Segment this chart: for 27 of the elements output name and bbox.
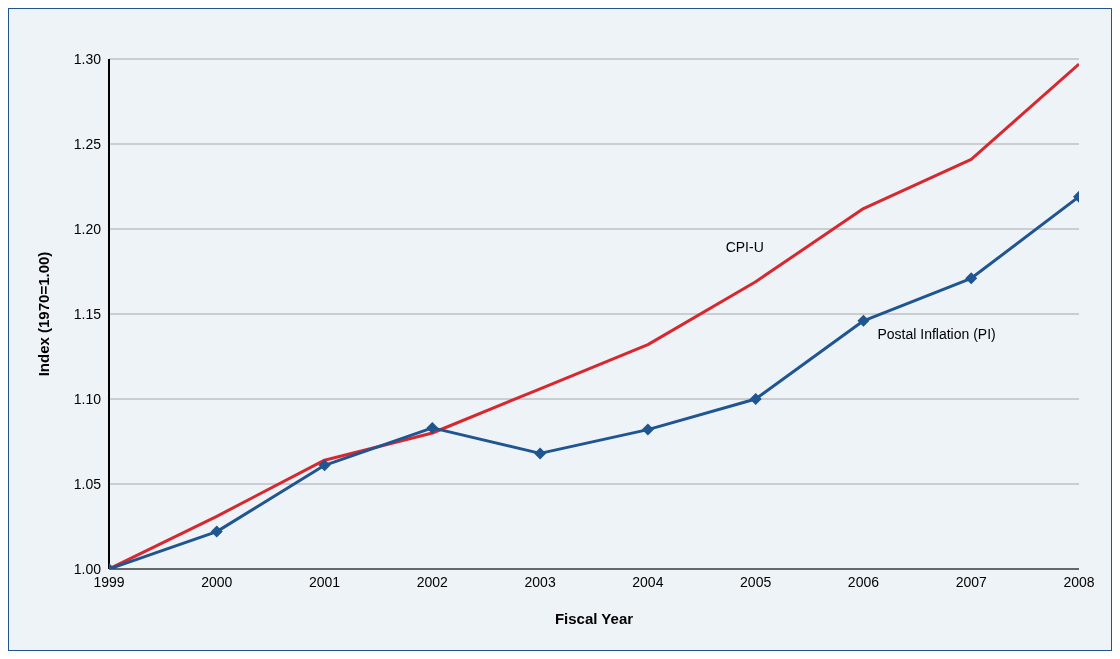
- y-tick-label: 1.30: [73, 50, 102, 67]
- y-tick-label: 1.05: [73, 475, 102, 492]
- x-tick-label: 2004: [632, 573, 664, 590]
- y-tick-label: 1.20: [73, 220, 102, 237]
- x-tick-label: 2007: [955, 573, 987, 590]
- x-tick-label: 2000: [201, 573, 233, 590]
- x-tick-label: 2002: [416, 573, 449, 590]
- point: [749, 393, 762, 405]
- series-label: Postal Inflation (PI): [877, 325, 996, 342]
- x-tick-label: 2003: [524, 573, 556, 590]
- point: [534, 447, 547, 460]
- x-tick-label: 2008: [1063, 573, 1095, 590]
- x-axis-title: Fiscal Year: [554, 610, 634, 627]
- y-tick-label: 1.10: [73, 390, 102, 407]
- x-tick-label: 2005: [740, 573, 772, 590]
- point: [641, 423, 654, 436]
- series-label: CPI-U: [725, 238, 764, 255]
- y-tick-label: 1.25: [73, 135, 102, 152]
- y-tick-label: 1.15: [73, 305, 102, 322]
- point: [426, 421, 439, 434]
- point: [318, 459, 331, 472]
- point: [210, 525, 223, 538]
- x-tick-label: 2001: [308, 573, 341, 590]
- point: [965, 272, 978, 285]
- x-tick-label: 2006: [847, 573, 880, 590]
- y-axis-title: Index (1970=1.00): [35, 251, 53, 377]
- point: [857, 314, 870, 327]
